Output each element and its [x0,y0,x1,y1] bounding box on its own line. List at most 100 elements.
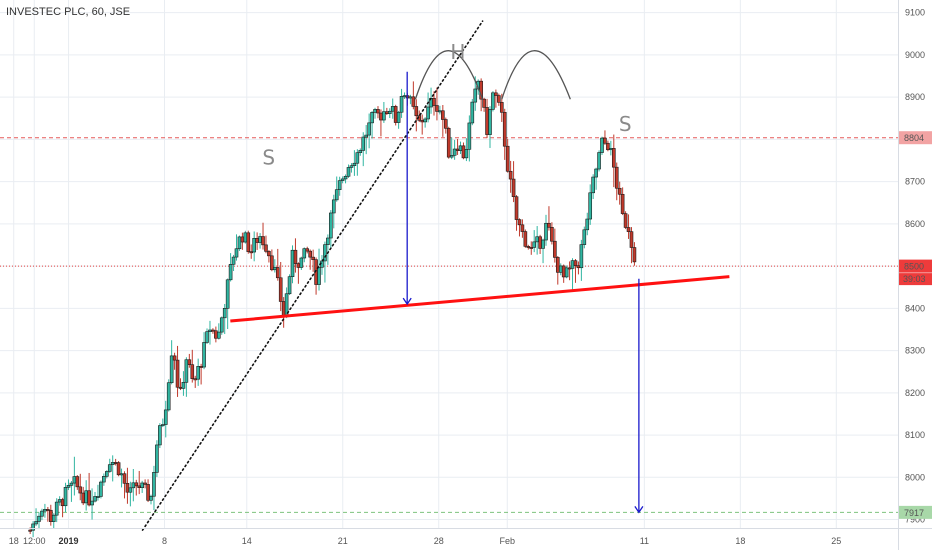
price-tick-label: 8200 [905,388,925,398]
candle-body [329,212,333,239]
time-tick-label: 25 [831,536,841,546]
candle-body [102,476,106,483]
candle-body [34,521,38,525]
candle-body [169,355,174,384]
candle-body [31,523,35,531]
candle-body [84,490,88,504]
candle-body [128,487,133,493]
time-axis[interactable]: 18 12:00 2019 8 14 21 28 Feb 11 18 25 [9,536,842,546]
candle-body [75,476,80,488]
candle-body [146,484,150,501]
candle-body [293,249,298,264]
candle-body [620,193,625,214]
candle-body [488,109,492,135]
candle-body [143,482,147,485]
price-tick-label: 7900 [905,515,925,525]
candle-body [541,239,545,249]
candle-body [105,471,109,477]
candle-body [96,496,100,498]
candle-body [499,102,504,113]
candle-body [63,487,68,507]
candle-body [255,237,259,243]
candle-body [299,257,304,268]
candle-body [385,111,389,114]
candle-body [535,236,539,243]
candle-body [379,112,383,121]
price-tag-label: 8804 [904,133,924,143]
candle-body [629,231,634,248]
candle-body [43,509,47,512]
candle-body [57,499,62,503]
candle-body [28,529,32,532]
candle-body [305,248,310,252]
candle-body [373,109,377,113]
candle-body [131,482,136,489]
price-tick-label: 8900 [905,92,925,102]
candle-body [555,257,560,273]
pattern-label: S [262,146,275,170]
candle-body [107,464,112,472]
candle-body [547,222,551,228]
candle-body [441,110,445,120]
candle-body [517,219,522,226]
candle-body [48,509,53,522]
candle-body [258,236,262,243]
candle-body [497,95,501,103]
price-tick-label: 8400 [905,303,925,313]
time-tick-label: 8 [162,536,167,546]
candle-body [261,236,265,246]
candle-body [234,248,239,258]
candle-body [361,136,366,151]
candle-body [66,485,71,488]
candle-body [219,317,224,333]
candle-body [558,265,563,273]
time-tick-label: 2019 [59,536,79,546]
countdown-label: 39:03 [903,274,926,284]
candle-body [93,496,97,502]
candle-body [205,331,209,343]
candle-body [337,180,342,190]
candle-body [228,264,233,281]
candle-body [464,149,469,159]
candle-body [211,329,215,332]
candle-body [178,386,183,389]
candle-body [137,485,142,488]
time-tick-label: 11 [640,536,649,546]
time-tick-label: 18 [735,536,745,546]
candle-body [116,462,121,476]
candle-body [473,88,478,103]
candle-body [529,247,534,249]
candle-body [358,150,363,153]
candle-body [181,382,186,389]
candle-body [326,237,330,245]
candle-body [217,331,221,339]
candle-body [505,145,510,172]
candle-body [149,495,153,501]
candle-body [290,249,295,277]
price-tags: 8804 8500 39:03 7917 [899,131,932,519]
price-tag-bg [899,259,932,273]
candle-body [370,112,374,124]
head-arc [501,50,571,100]
candle-body [343,175,348,180]
candle-body [597,152,601,170]
candle-body [482,98,486,108]
candle-body [119,473,124,476]
candle-body [37,515,41,522]
candle-body [302,248,307,259]
candle-body [544,222,548,241]
horizontal-levels [0,137,898,513]
candle-body [349,165,354,168]
candle-body [538,236,542,249]
candle-body [193,378,198,381]
candle-body [600,137,604,153]
candle-body [51,514,56,522]
candle-body [72,476,77,484]
time-tick-label: 28 [434,536,444,546]
candle-body [396,111,401,123]
candle-body [166,382,171,411]
pattern-label: H [450,40,465,64]
price-tag-label: 7917 [904,508,924,518]
candle-body [594,168,598,178]
candle-body [252,237,256,253]
